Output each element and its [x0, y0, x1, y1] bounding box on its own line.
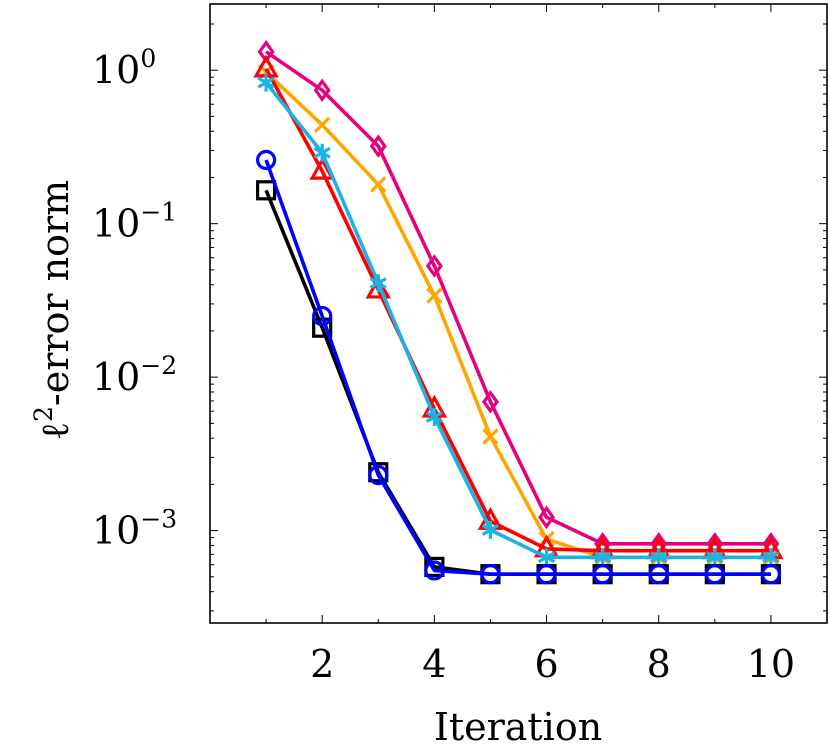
series-line: [264, 81, 771, 560]
x-tick-label: 2: [310, 642, 334, 686]
series-asterisk: [257, 73, 780, 567]
series-cross: [257, 64, 780, 566]
series-triangle: [253, 54, 784, 560]
data-point: [425, 254, 443, 278]
data-point: [369, 134, 387, 158]
data-point: [313, 78, 331, 103]
data-point: [370, 176, 387, 193]
data-point: [762, 548, 780, 567]
y-axis-title-symbol: ℓ: [33, 422, 77, 440]
data-point: [538, 505, 556, 530]
data-point: [255, 149, 277, 171]
data-point: [704, 564, 725, 585]
data-point: [313, 143, 331, 162]
data-point: [255, 180, 277, 201]
data-point: [592, 564, 613, 585]
y-tick-label: 10−1: [92, 198, 177, 246]
data-point: [257, 73, 275, 92]
data-point: [650, 548, 668, 567]
series-diamond: [257, 39, 780, 556]
y-axis-title-rest: -error norm: [33, 180, 77, 406]
data-point: [481, 520, 500, 539]
data-point: [309, 156, 335, 180]
data-point: [425, 407, 443, 426]
y-tick-label: 100: [92, 44, 156, 92]
plot-frame: [209, 3, 828, 624]
y-axis-title-sup: 2: [29, 406, 58, 422]
data-point: [648, 564, 669, 585]
tick-labels: 2 4 6 8 10 100 10−1 10−2 10−3: [92, 44, 795, 686]
data-point: [424, 560, 445, 581]
data-point: [369, 274, 387, 293]
data-point: [312, 305, 333, 327]
y-tick-label: 10−2: [92, 351, 177, 399]
series-circle: [255, 149, 782, 585]
x-tick-label: 8: [647, 642, 671, 686]
data-point: [536, 564, 557, 585]
data-point: [314, 116, 331, 134]
x-tick-label: 10: [747, 642, 795, 686]
data-point: [426, 287, 443, 304]
data-point: [760, 564, 782, 585]
y-axis-title: ℓ2-error norm: [29, 180, 77, 440]
x-tick-label: 6: [534, 642, 558, 686]
data-point: [594, 548, 612, 567]
data-point: [481, 390, 499, 414]
series-line: [264, 159, 771, 577]
series-line: [264, 189, 771, 577]
series-line: [264, 68, 771, 553]
data-point: [537, 548, 556, 567]
data-point: [482, 428, 499, 445]
series-square: [255, 180, 782, 585]
data-point: [480, 564, 501, 585]
series-layer: [253, 39, 784, 585]
data-point: [368, 464, 389, 486]
series-line: [265, 50, 771, 546]
axis-ticks: [210, 4, 827, 623]
data-point: [706, 548, 724, 567]
x-axis-title: Iteration: [434, 705, 602, 749]
x-tick-label: 4: [422, 642, 446, 686]
y-axis-title-group: ℓ2-error norm: [29, 180, 77, 440]
series-line: [264, 70, 771, 560]
data-point: [365, 275, 391, 299]
y-tick-label: 10−3: [92, 505, 177, 553]
